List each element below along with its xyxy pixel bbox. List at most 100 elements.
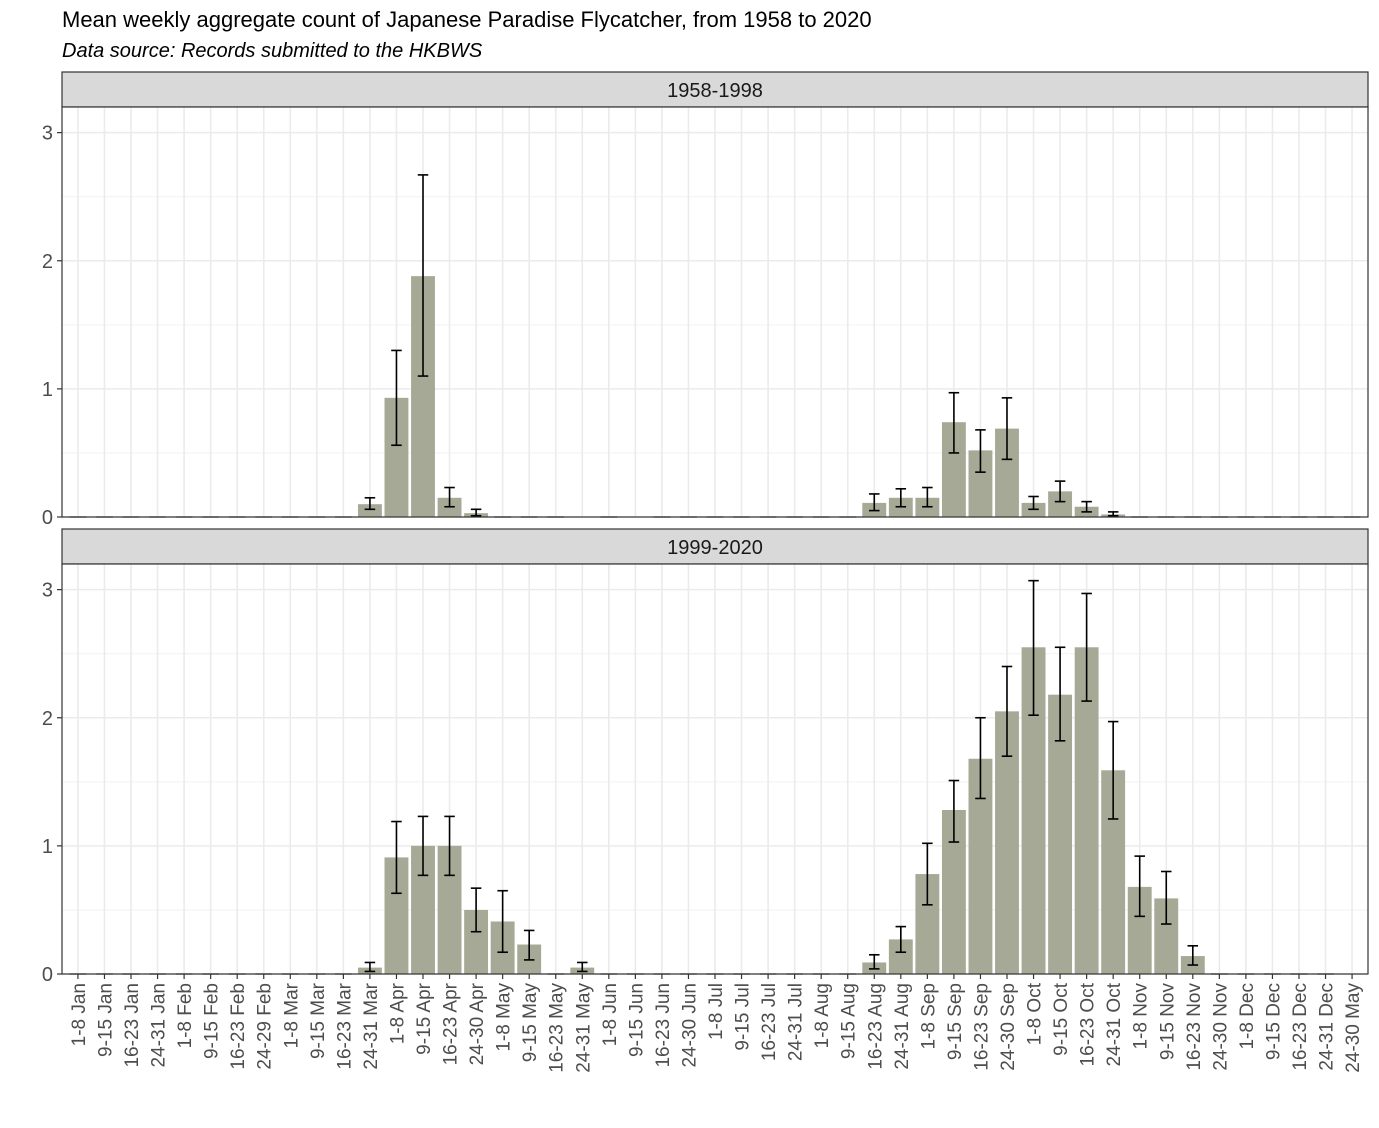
error-bar xyxy=(1001,665,1013,757)
x-tick-label: 1-8 Oct xyxy=(1025,982,1046,1045)
x-tick-label: 24-31 Aug xyxy=(892,983,913,1070)
error-bar xyxy=(417,174,429,377)
x-tick-label: 16-23 Aug xyxy=(865,983,886,1070)
x-tick-label: 9-15 May xyxy=(520,983,541,1063)
facet-label: 1958-1998 xyxy=(667,80,763,102)
y-tick-label: 1 xyxy=(42,836,53,858)
bar xyxy=(357,504,382,517)
error-bar xyxy=(948,779,960,843)
error-bar xyxy=(922,842,933,906)
bar xyxy=(464,909,489,974)
bar xyxy=(411,845,435,974)
x-tick-label: 16-23 Nov xyxy=(1184,983,1205,1071)
x-tick-label: 1-8 Jan xyxy=(69,983,90,1046)
x-tick-label: 16-23 Dec xyxy=(1290,983,1311,1071)
x-tick-label: 16-23 May xyxy=(547,983,568,1073)
facet-label: 1999-2020 xyxy=(667,537,763,559)
x-tick-label: 16-23 Apr xyxy=(441,982,462,1065)
y-tick-label: 2 xyxy=(42,251,53,273)
x-tick-label: 9-15 Aug xyxy=(839,983,860,1059)
x-tick-label: 9-15 Mar xyxy=(308,982,329,1059)
x-tick-label: 9-15 Jan xyxy=(95,983,116,1057)
x-tick-label: 24-31 Oct xyxy=(1104,982,1125,1066)
bar xyxy=(995,711,1019,974)
x-tick-label: 9-15 Feb xyxy=(202,983,223,1059)
x-axis: 1-8 Jan 9-15 Jan 16-23 Jan 24-31 Jan 1-8 Feb… xyxy=(69,974,1364,1073)
x-tick-label: 9-15 Dec xyxy=(1263,983,1284,1060)
x-tick-label: 24-30 Nov xyxy=(1210,983,1231,1071)
error-bar xyxy=(1187,945,1199,966)
error-bar xyxy=(1028,495,1039,511)
error-bar xyxy=(1054,480,1066,503)
error-bar xyxy=(895,925,907,954)
x-tick-label: 1-8 Aug xyxy=(812,983,833,1049)
facet-panel: 1999-2020 0 1 2 3 xyxy=(42,528,1369,986)
error-bar xyxy=(470,508,482,517)
x-tick-label: 1-8 Feb xyxy=(175,983,196,1048)
y-tick-label: 0 xyxy=(42,507,53,529)
error-bar xyxy=(391,820,402,895)
error-bar xyxy=(364,961,376,973)
error-bar xyxy=(869,953,880,970)
bar xyxy=(941,810,966,974)
x-tick-label: 9-15 Jul xyxy=(733,983,754,1051)
bar xyxy=(1101,770,1126,974)
x-tick-label: 24-31 Dec xyxy=(1317,983,1338,1071)
y-tick-label: 2 xyxy=(42,708,53,730)
error-bar xyxy=(497,889,508,954)
bar xyxy=(1074,647,1099,974)
bar xyxy=(968,450,993,517)
bar xyxy=(995,428,1019,517)
error-bar xyxy=(364,496,376,511)
error-bar xyxy=(975,429,986,473)
x-tick-label: 1-8 May xyxy=(494,983,515,1052)
error-bar xyxy=(1001,397,1013,461)
error-bar xyxy=(948,391,960,454)
y-tick-label: 0 xyxy=(42,964,53,986)
error-bar xyxy=(417,815,429,877)
facet-panel: 1958-1998 0 1 2 3 xyxy=(42,71,1369,529)
bar xyxy=(384,397,409,517)
bar xyxy=(941,422,966,517)
x-tick-label: 1-8 Mar xyxy=(281,982,302,1048)
x-tick-label: 24-31 May xyxy=(573,983,594,1073)
x-tick-label: 24-29 Feb xyxy=(255,983,276,1070)
error-bar xyxy=(1054,646,1066,742)
x-tick-label: 16-23 Feb xyxy=(228,983,249,1070)
error-bar xyxy=(1134,855,1145,918)
error-bar xyxy=(470,887,482,933)
x-tick-label: 9-15 Apr xyxy=(414,982,435,1054)
x-tick-label: 16-23 Jul xyxy=(759,983,780,1061)
error-bar xyxy=(1081,592,1092,702)
x-tick-label: 9-15 Sep xyxy=(945,983,966,1060)
error-bar xyxy=(1107,511,1119,517)
bar xyxy=(411,276,435,517)
error-bar xyxy=(975,716,986,800)
x-tick-label: 24-31 Jan xyxy=(149,983,170,1068)
y-tick-label: 3 xyxy=(42,123,53,145)
x-tick-label: 1-8 Jun xyxy=(600,983,621,1046)
error-bar xyxy=(869,493,880,512)
x-tick-label: 1-8 Apr xyxy=(387,982,408,1044)
error-bar xyxy=(895,488,907,508)
error-bar xyxy=(444,815,455,877)
error-bar xyxy=(1028,579,1039,716)
panel-border xyxy=(61,106,1369,518)
x-tick-label: 1-8 Nov xyxy=(1131,983,1152,1050)
facet-strip xyxy=(61,71,1369,108)
x-tick-label: 16-23 Mar xyxy=(334,982,355,1069)
y-tick-label: 1 xyxy=(42,379,53,401)
x-tick-label: 9-15 Nov xyxy=(1157,983,1178,1061)
bar xyxy=(1127,886,1152,974)
error-bar xyxy=(523,929,535,961)
x-tick-label: 1-8 Sep xyxy=(918,983,939,1050)
bar xyxy=(437,845,462,974)
bar xyxy=(915,874,940,974)
error-bar xyxy=(577,961,588,973)
x-tick-label: 24-31 Mar xyxy=(361,982,382,1069)
y-tick-label: 3 xyxy=(42,580,53,602)
x-tick-label: 24-30 Apr xyxy=(467,982,488,1065)
error-bar xyxy=(1107,720,1119,820)
x-tick-label: 16-23 Oct xyxy=(1078,982,1099,1066)
bar xyxy=(1048,491,1073,517)
